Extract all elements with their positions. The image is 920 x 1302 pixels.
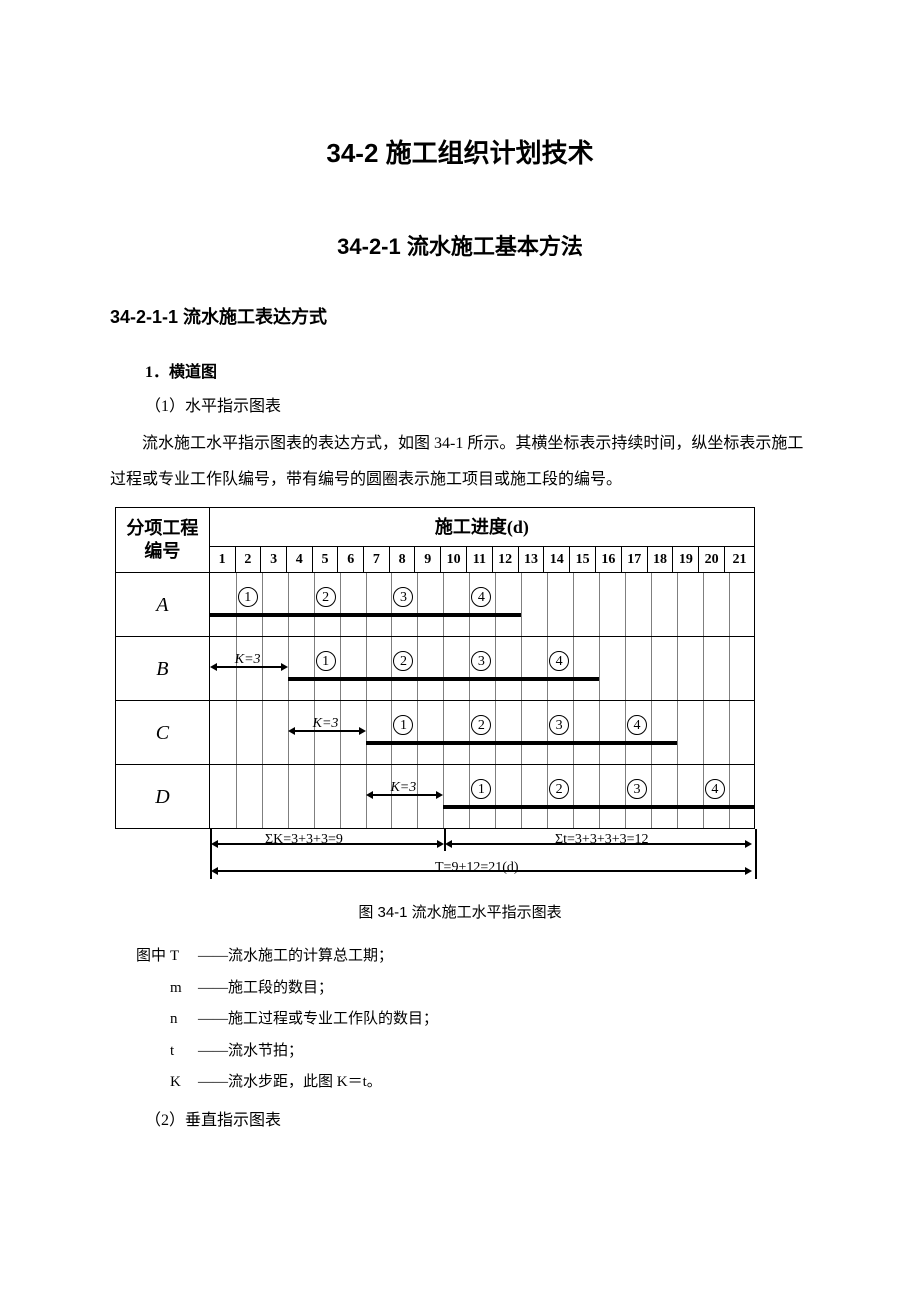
k-label: K=3 [390, 775, 416, 800]
k-label: K=3 [235, 647, 261, 672]
day-header: 5 [312, 547, 338, 573]
heading-h4-1: 1．横道图 [145, 359, 810, 388]
segment-number: 1 [471, 779, 491, 799]
segment-number: 4 [705, 779, 725, 799]
day-header: 12 [492, 547, 518, 573]
legend-sym: n [170, 1004, 198, 1036]
segment-number: 2 [471, 715, 491, 735]
sigma-t: Σt=3+3+3+3=12 [555, 827, 649, 852]
task-bar [366, 613, 444, 617]
segment-number: 1 [393, 715, 413, 735]
day-header: 20 [699, 547, 725, 573]
legend: 图中 T ——流水施工的计算总工期； m ——施工段的数目； n ——施工过程或… [110, 941, 810, 1099]
day-header: 21 [725, 547, 755, 573]
legend-sym: t [170, 1036, 198, 1068]
day-header: 16 [596, 547, 622, 573]
legend-def: ——流水节拍； [198, 1036, 303, 1068]
task-bar [443, 741, 521, 745]
schedule-header: 施工进度(d) [209, 507, 754, 546]
legend-def: ——流水步距，此图 K＝t。 [198, 1067, 382, 1099]
k-label: K=3 [313, 711, 339, 736]
task-lane: 1 2 3 4 K=3 [209, 765, 754, 829]
legend-label: 图中 [110, 941, 170, 973]
para-2: （2）垂直指示图表 [145, 1107, 810, 1136]
task-bar [366, 677, 444, 681]
total-t: T=9+12=21(d) [435, 855, 519, 880]
day-header: 2 [235, 547, 261, 573]
day-header: 4 [286, 547, 312, 573]
task-bar [288, 613, 366, 617]
task-lane: 1 2 3 4 [209, 573, 754, 637]
day-header: 15 [570, 547, 596, 573]
segment-number: 4 [471, 587, 491, 607]
day-header: 10 [441, 547, 467, 573]
task-bar [599, 741, 677, 745]
day-header: 11 [466, 547, 492, 573]
task-bar [599, 805, 677, 809]
task-bar [288, 677, 366, 681]
title-main: 34-2 施工组织计划技术 [110, 130, 810, 177]
task-lane: 1 2 3 4 K=3 [209, 701, 754, 765]
day-header: 1 [209, 547, 235, 573]
segment-number: 4 [549, 651, 569, 671]
task-bar [521, 677, 599, 681]
row-header: 分项工程编号 [116, 507, 210, 573]
day-header: 6 [338, 547, 364, 573]
task-bar [677, 805, 755, 809]
segment-number: 2 [393, 651, 413, 671]
task-bar [210, 613, 288, 617]
legend-def: ——施工过程或专业工作队的数目； [198, 1004, 438, 1036]
day-header: 8 [389, 547, 415, 573]
para-body-1: 流水施工水平指示图表的表达方式，如图 34-1 所示。其横坐标表示持续时间，纵坐… [110, 426, 810, 496]
segment-number: 1 [316, 651, 336, 671]
segment-number: 3 [627, 779, 647, 799]
row-label: A [116, 573, 210, 637]
legend-sym: K [170, 1067, 198, 1099]
figure-caption: 图 34-1 流水施工水平指示图表 [110, 899, 810, 926]
segment-number: 4 [627, 715, 647, 735]
day-header: 18 [647, 547, 673, 573]
gantt-chart: 分项工程编号 施工进度(d) 1234567891011121314151617… [110, 507, 810, 890]
title-section: 34-2-1-1 流水施工表达方式 [110, 301, 810, 333]
day-header: 19 [673, 547, 699, 573]
day-header: 7 [364, 547, 390, 573]
legend-sym: m [170, 973, 198, 1005]
segment-number: 1 [238, 587, 258, 607]
task-lane: 1 2 3 4 K=3 [209, 637, 754, 701]
segment-number: 3 [549, 715, 569, 735]
segment-number: 2 [549, 779, 569, 799]
row-label: B [116, 637, 210, 701]
legend-def: ——施工段的数目； [198, 973, 333, 1005]
para-1: （1）水平指示图表 [145, 393, 810, 422]
task-bar [521, 805, 599, 809]
day-header: 3 [261, 547, 287, 573]
legend-sym: T [170, 941, 198, 973]
legend-def: ——流水施工的计算总工期； [198, 941, 393, 973]
row-label: C [116, 701, 210, 765]
day-header: 13 [518, 547, 544, 573]
segment-number: 3 [393, 587, 413, 607]
task-bar [443, 805, 521, 809]
task-bar [443, 613, 521, 617]
row-label: D [116, 765, 210, 829]
sigma-k: ΣK=3+3+3=9 [265, 827, 343, 852]
task-bar [521, 741, 599, 745]
day-header: 17 [621, 547, 647, 573]
task-bar [443, 677, 521, 681]
day-header: 14 [544, 547, 570, 573]
task-bar [366, 741, 444, 745]
segment-number: 2 [316, 587, 336, 607]
day-header: 9 [415, 547, 441, 573]
title-sub: 34-2-1 流水施工基本方法 [110, 227, 810, 267]
segment-number: 3 [471, 651, 491, 671]
